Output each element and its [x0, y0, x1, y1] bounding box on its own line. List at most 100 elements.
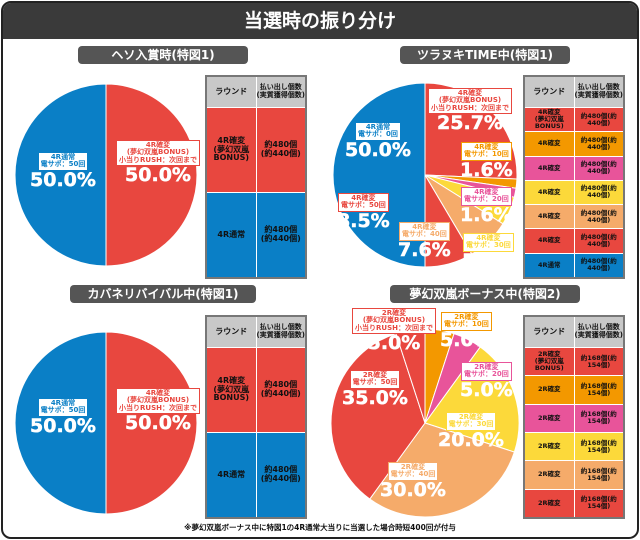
pie-slice — [105, 83, 198, 267]
slice-percent: 8.5% — [337, 209, 390, 232]
cell-payout: 約480個 (約440個) — [255, 433, 306, 517]
cell-round: 2R確変 — [537, 498, 561, 507]
slice-caption: 4R確変 (夢幻双嵐BONUS) 小当りRUSH：次回まで — [116, 388, 200, 415]
pie-slice — [105, 331, 198, 515]
table-row: 2R確変 (夢幻双嵐BONUS) 約168個(約154個) — [525, 347, 624, 376]
cell-round: 2R確変 — [537, 442, 561, 451]
slice-label: 4R確変 (夢幻双嵐BONUS) 小当りRUSH：次回まで 25.7% — [428, 88, 512, 133]
slice-label: 4R確変 電サポ：10回 1.6% — [460, 142, 513, 180]
slice-label: 2R確変 電サポ：30回 20.0% — [438, 412, 504, 450]
cell-payout: 約168個(約154個) — [573, 432, 624, 461]
cell-payout: 約480個(約440個) — [573, 180, 624, 205]
slice-percent: 5.0% — [367, 332, 421, 355]
pie-slice — [14, 83, 107, 267]
cell-payout: 約480個(約440個) — [573, 205, 624, 229]
slice-label: 4R確変 (夢幻双嵐BONUS) 小当りRUSH：次回まで 50.0% — [116, 388, 200, 433]
slice-label: 4R通常 電サポ：50回 50.0% — [30, 398, 96, 436]
table-row: 4R確変 約480個(約440個) — [525, 228, 623, 253]
cell-payout: 約480個(約440個) — [573, 156, 624, 180]
slice-label: 4R通常 電サポ：50回 50.0% — [30, 152, 96, 190]
table-header: ラウンド 払い出し個数 (実質獲得個数) — [207, 77, 305, 107]
cell-payout: 約168個(約154個) — [573, 376, 624, 404]
table-header: ラウンド 払い出し個数 (実質獲得個数) — [525, 317, 623, 347]
slice-caption: 4R確変 (夢幻双嵐BONUS) 小当りRUSH：次回まで — [428, 88, 512, 115]
table-row: 2R確変 約168個(約154個) — [525, 460, 624, 489]
slice-percent: 30.0% — [380, 478, 446, 501]
slice-percent: 20.0% — [438, 428, 504, 451]
cell-round: 4R確変 (夢幻双嵐BONUS) — [534, 108, 564, 131]
cell-round: 4R確変 (夢幻双嵐BONUS) — [213, 135, 250, 163]
pie-slice — [14, 331, 107, 515]
slice-caption: 4R確変 電サポ：50回 — [337, 193, 389, 212]
cell-payout: 約168個(約154個) — [573, 348, 624, 376]
panel-title: 夢幻双嵐ボーナス中(特図2) — [390, 285, 580, 303]
slice-percent: 25.7% — [437, 112, 503, 135]
payout-table: ラウンド 払い出し個数 (実質獲得個数) 2R確変 (夢幻双嵐BONUS) 約168個… — [523, 315, 625, 519]
slice-label: 2R確変 電サポ：20回 5.0% — [460, 362, 513, 400]
cell-payout: 約480個 (約440個) — [255, 108, 306, 192]
slice-percent: 5.0% — [462, 249, 515, 272]
cell-round: 4R確変 — [537, 163, 561, 172]
table-row: 4R通常 約480個 (約440個) — [207, 192, 305, 277]
slice-label: 2R確変 電サポ：10回 5.0% — [440, 312, 493, 350]
footnote: ※夢幻双嵐ボーナス中に特図1の4R通常大当りに当選した場合時短400回が付与 — [184, 523, 456, 532]
header-round: ラウンド — [215, 86, 248, 96]
header-round: ラウンド — [533, 86, 566, 96]
table-row: 4R確変 約480個(約440個) — [525, 204, 624, 229]
slice-percent: 35.0% — [342, 386, 408, 409]
table-header: ラウンド 払い出し個数 (実質獲得個数) — [207, 317, 305, 347]
slice-label: 4R確変 電サポ：50回 8.5% — [337, 193, 390, 231]
slice-caption: 4R確変 電サポ：10回 — [460, 142, 512, 161]
slice-percent: 7.6% — [398, 238, 451, 261]
panel-title: ツラヌキTIME中(特図1) — [400, 46, 570, 64]
slice-label: 2R確変 電サポ：40回 30.0% — [380, 462, 446, 500]
payout-table: ラウンド 払い出し個数 (実質獲得個数) 4R確変 (夢幻双嵐BONUS) 約480個… — [205, 75, 307, 279]
slice-caption: 4R通常 電サポ：50回 — [37, 152, 89, 171]
cell-round: 2R確変 — [537, 413, 561, 422]
cell-round: 4R通常 — [537, 260, 561, 269]
panel-title: ヘソ入賞時(特図1) — [78, 46, 248, 64]
table-row: 2R確変 約168個(約154個) — [525, 488, 623, 517]
slice-caption: 2R確変 電サポ：50回 — [349, 370, 401, 389]
header-payout: 払い出し個数 (実質獲得個数) — [255, 77, 306, 107]
cell-payout: 約480個(約440個) — [573, 253, 624, 277]
page-title: 当選時の振り分け — [3, 3, 637, 39]
cell-round: 4R確変 — [537, 212, 561, 221]
cell-round: 2R確変 — [537, 470, 561, 479]
cell-round: 4R確変 — [537, 236, 561, 245]
cell-round: 2R確変 — [537, 385, 561, 394]
table-header: ラウンド 払い出し個数 (実質獲得個数) — [525, 77, 623, 107]
payout-table: ラウンド 払い出し個数 (実質獲得個数) 4R確変 (夢幻双嵐BONUS) 約480個… — [205, 315, 307, 519]
header-payout: 払い出し個数 (実質獲得個数) — [573, 77, 624, 107]
slice-caption: 4R確変 電サポ：40回 — [398, 222, 450, 241]
table-row: 2R確変 約168個(約154個) — [525, 431, 624, 461]
pie-chart — [14, 331, 198, 515]
cell-round: 4R通常 — [217, 469, 246, 479]
cell-payout: 約168個(約154個) — [573, 404, 624, 432]
slice-label: 4R確変 電サポ：20回 1.6% — [460, 187, 513, 225]
pie-chart — [14, 83, 198, 267]
table-row: 4R確変 (夢幻双嵐BONUS) 約480個(約440個) — [525, 107, 623, 132]
slice-caption: 4R確変 電サポ：30回 — [462, 233, 514, 252]
slice-caption: 2R確変 電サポ：30回 — [445, 412, 497, 431]
slice-caption: 2R確変 電サポ：40回 — [387, 462, 439, 481]
slice-percent: 1.6% — [460, 203, 513, 226]
slice-caption: 4R確変 電サポ：20回 — [460, 187, 512, 206]
slice-label: 4R通常 電サポ：0回 50.0% — [345, 122, 411, 160]
table-row: 4R確変 (夢幻双嵐BONUS) 約480個 (約440個) — [207, 107, 305, 192]
cell-round: 4R通常 — [217, 229, 246, 239]
slice-caption: 4R確変 (夢幻双嵐BONUS) 小当りRUSH：次回まで — [116, 140, 200, 167]
slice-percent: 5.0% — [440, 328, 493, 351]
cell-payout: 約480個(約440個) — [573, 132, 624, 156]
slice-percent: 50.0% — [125, 164, 191, 187]
slice-label: 4R確変 電サポ：40回 7.6% — [398, 222, 451, 260]
table-row: 4R通常 約480個(約440個) — [525, 252, 624, 277]
header-round: ラウンド — [215, 326, 248, 336]
slice-label: 2R確変 電サポ：50回 35.0% — [342, 370, 408, 408]
table-row: 4R確変 約480個(約440個) — [525, 155, 624, 180]
cell-payout: 約168個(約154個) — [573, 461, 624, 489]
table-row: 2R確変 約168個(約154個) — [525, 403, 624, 432]
slice-percent: 5.0% — [460, 378, 513, 401]
header-payout: 払い出し個数 (実質獲得個数) — [255, 317, 306, 347]
